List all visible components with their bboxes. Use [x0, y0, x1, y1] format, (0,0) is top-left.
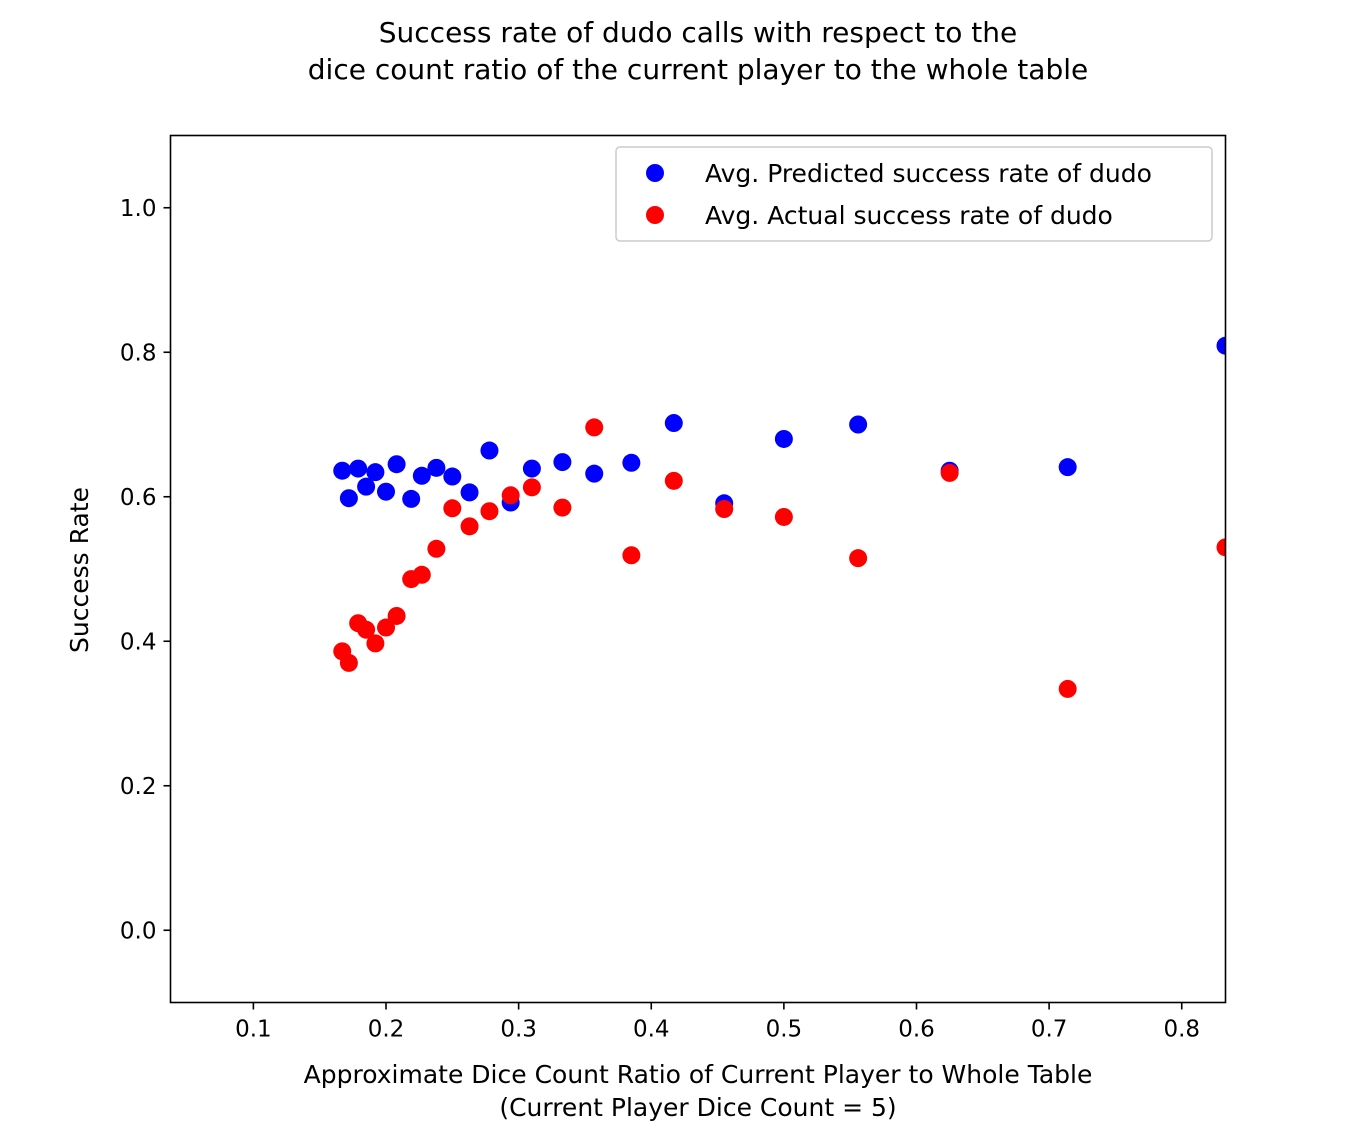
actual-point	[1058, 679, 1077, 698]
plot-frame	[169, 134, 1227, 1004]
actual-point	[377, 618, 396, 637]
y-axis-label: Success Rate	[65, 487, 94, 653]
actual-point	[443, 499, 462, 518]
x-axis-label-line-1: Approximate Dice Count Ratio of Current …	[304, 1060, 1093, 1089]
y-tick-label: 0.6	[120, 485, 157, 511]
actual-point	[849, 549, 868, 568]
predicted-point	[774, 429, 793, 448]
x-tick-label: 0.4	[633, 1017, 670, 1043]
chart-title-line-2: dice count ratio of the current player t…	[308, 53, 1088, 86]
actual-point	[774, 507, 793, 526]
x-tick-label: 0.3	[500, 1017, 537, 1043]
actual-point	[460, 517, 479, 536]
chart-title-line-1: Success rate of dudo calls with respect …	[379, 16, 1017, 49]
predicted-point	[402, 489, 421, 508]
legend-label-actual: Avg. Actual success rate of dudo	[705, 201, 1113, 230]
actual-point	[522, 478, 541, 497]
y-tick-label: 1.0	[120, 196, 157, 222]
predicted-point	[1058, 458, 1077, 477]
actual-point	[1216, 538, 1226, 557]
x-tick-label: 0.1	[235, 1017, 272, 1043]
actual-point	[585, 418, 604, 437]
actual-point	[366, 634, 385, 653]
predicted-point	[522, 459, 541, 478]
predicted-point	[622, 453, 641, 472]
actual-point	[553, 498, 572, 517]
data-points	[333, 336, 1226, 698]
actual-point	[501, 486, 520, 505]
x-axis-label-line-2: (Current Player Dice Count = 5)	[499, 1093, 896, 1122]
legend-marker-predicted	[646, 164, 664, 182]
predicted-point	[849, 415, 868, 434]
predicted-point	[443, 467, 462, 486]
actual-point	[480, 502, 499, 521]
actual-point	[664, 471, 683, 490]
predicted-point	[553, 453, 572, 472]
actual-point	[339, 653, 358, 672]
predicted-point	[349, 459, 368, 478]
x-axis-ticks: 0.1 0.2 0.3 0.4 0.5 0.6 0.7 0.8	[235, 1002, 1200, 1043]
predicted-point	[412, 466, 431, 485]
predicted-point	[357, 477, 376, 496]
actual-point	[427, 539, 446, 558]
x-tick-label: 0.7	[1031, 1017, 1068, 1043]
actual-point	[412, 565, 431, 584]
x-tick-label: 0.5	[766, 1017, 803, 1043]
predicted-point	[377, 482, 396, 501]
actual-point	[715, 500, 734, 519]
actual-point	[357, 620, 376, 639]
predicted-point	[366, 463, 385, 482]
x-tick-label: 0.8	[1163, 1017, 1200, 1043]
x-tick-label: 0.6	[898, 1017, 935, 1043]
x-tick-label: 0.2	[368, 1017, 405, 1043]
predicted-point	[664, 414, 683, 433]
y-tick-label: 0.8	[120, 340, 157, 366]
predicted-point	[480, 441, 499, 460]
predicted-point	[387, 455, 406, 474]
predicted-point	[333, 461, 352, 480]
predicted-point	[427, 458, 446, 477]
actual-point	[622, 546, 641, 565]
legend: Avg. Predicted success rate of dudo Avg.…	[615, 146, 1213, 242]
predicted-point	[1216, 336, 1226, 355]
predicted-point	[339, 489, 358, 508]
actual-point	[940, 463, 959, 482]
predicted-point	[585, 464, 604, 483]
actual-point	[387, 606, 406, 625]
y-tick-label: 0.0	[120, 918, 157, 944]
legend-marker-actual	[646, 206, 664, 224]
legend-label-predicted: Avg. Predicted success rate of dudo	[705, 159, 1152, 188]
y-tick-label: 0.4	[120, 629, 157, 655]
y-tick-label: 0.2	[120, 774, 157, 800]
predicted-point	[460, 483, 479, 502]
legend-box	[615, 146, 1213, 242]
y-axis-ticks: 0.0 0.2 0.4 0.6 0.8 1.0	[120, 196, 171, 944]
